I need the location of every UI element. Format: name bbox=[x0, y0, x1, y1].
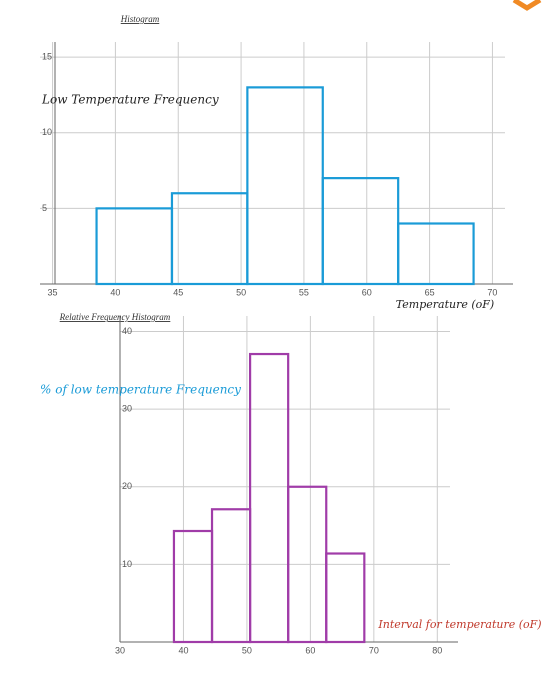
corner-icon bbox=[512, 0, 542, 11]
bar bbox=[210, 508, 252, 644]
bar bbox=[397, 222, 475, 286]
y-tick-label: 30 bbox=[122, 404, 132, 414]
bar bbox=[170, 192, 249, 286]
x-tick-label: 30 bbox=[115, 645, 125, 655]
histogram-chart: Histogram 35 40 45 50 55 60 65 70 5 10 15 Low Temper… bbox=[40, 14, 513, 311]
y-tick-label: 40 bbox=[122, 326, 132, 336]
x-tick-label: 70 bbox=[369, 645, 379, 655]
x-axis-label: Temperature (oF) bbox=[396, 298, 494, 311]
x-axis-label: Interval for temperature (oF) bbox=[377, 618, 541, 631]
y-axis-label: Low Temperature Frequency bbox=[41, 93, 219, 107]
y-tick-label: 10 bbox=[42, 127, 52, 137]
bar bbox=[246, 86, 324, 286]
y-axis-label: % of low temperature Frequency bbox=[40, 383, 241, 397]
chart-title: Relative Frequency Histogram bbox=[59, 312, 171, 322]
x-tick-label: 80 bbox=[432, 645, 442, 655]
bar bbox=[172, 529, 214, 644]
bar bbox=[321, 177, 400, 286]
relative-histogram-chart: Relative Frequency Histogram 30 40 50 60 70 80… bbox=[40, 312, 542, 655]
y-tick-label: 10 bbox=[122, 559, 132, 569]
x-tick-label: 70 bbox=[487, 287, 497, 297]
y-tick-label: 5 bbox=[42, 203, 47, 213]
chart-title: Histogram bbox=[120, 14, 160, 24]
x-tick-label: 60 bbox=[362, 287, 372, 297]
x-tick-label: 65 bbox=[425, 287, 435, 297]
x-tick-label: 45 bbox=[173, 287, 183, 297]
x-tick-label: 40 bbox=[178, 645, 188, 655]
bar bbox=[325, 552, 366, 644]
x-tick-label: 40 bbox=[110, 287, 120, 297]
bar bbox=[248, 352, 290, 644]
x-tick-label: 50 bbox=[236, 287, 246, 297]
x-tick-label: 60 bbox=[305, 645, 315, 655]
y-tick-label: 15 bbox=[42, 52, 52, 62]
x-tick-label: 35 bbox=[48, 287, 58, 297]
y-tick-label: 20 bbox=[122, 481, 132, 491]
bar bbox=[95, 207, 174, 286]
x-tick-label: 50 bbox=[242, 645, 252, 655]
x-tick-label: 55 bbox=[299, 287, 309, 297]
